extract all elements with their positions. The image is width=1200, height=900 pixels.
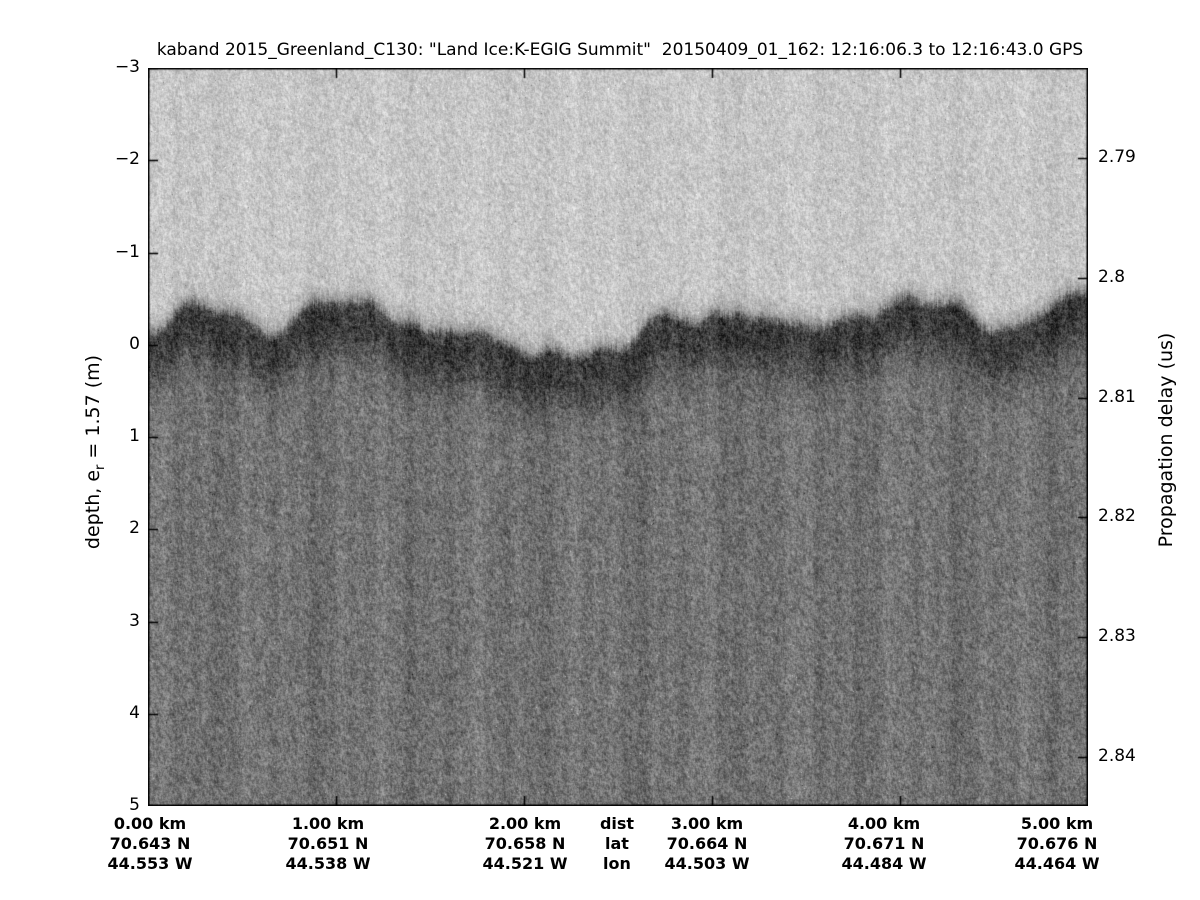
depth-tick-label: 0: [129, 333, 140, 354]
echogram-image: [148, 68, 1088, 806]
bottom-axis-legend: dist lat lon: [599, 814, 635, 873]
figure-title: kaband 2015_Greenland_C130: "Land Ice:K-…: [156, 40, 1084, 60]
distance-lat-lon-column: 1.00 km 70.651 N 44.538 W: [285, 814, 371, 873]
right-axis-label: Propagation delay (us): [1155, 332, 1177, 548]
depth-tick-label: 1: [129, 426, 140, 446]
distance-lat-lon-column: 5.00 km 70.676 N 44.464 W: [1014, 814, 1100, 873]
depth-tick-label: 3: [129, 610, 140, 631]
delay-tick-label: 2.81: [1098, 386, 1136, 407]
distance-lat-lon-column: 3.00 km 70.664 N 44.503 W: [664, 814, 750, 873]
depth-tick-label: −1: [114, 241, 140, 262]
plot-area: [148, 68, 1088, 806]
left-axis-label-subscript: r: [92, 464, 108, 470]
distance-lat-lon-column: 2.00 km 70.658 N 44.521 W: [482, 814, 568, 873]
delay-tick-label: 2.83: [1098, 626, 1136, 647]
delay-tick-label: 2.8: [1098, 266, 1126, 287]
delay-tick-label: 2.82: [1098, 506, 1136, 527]
delay-tick-label: 2.79: [1098, 147, 1136, 167]
delay-tick-label: 2.84: [1098, 746, 1136, 766]
depth-tick-label: −3: [114, 57, 140, 77]
depth-tick-label: 4: [129, 702, 140, 723]
depth-tick-label: 5: [129, 795, 140, 815]
distance-lat-lon-column: 0.00 km 70.643 N 44.553 W: [107, 814, 193, 873]
depth-tick-label: −2: [114, 149, 140, 170]
depth-tick-label: 2: [129, 518, 140, 539]
distance-lat-lon-column: 4.00 km 70.671 N 44.484 W: [841, 814, 927, 873]
